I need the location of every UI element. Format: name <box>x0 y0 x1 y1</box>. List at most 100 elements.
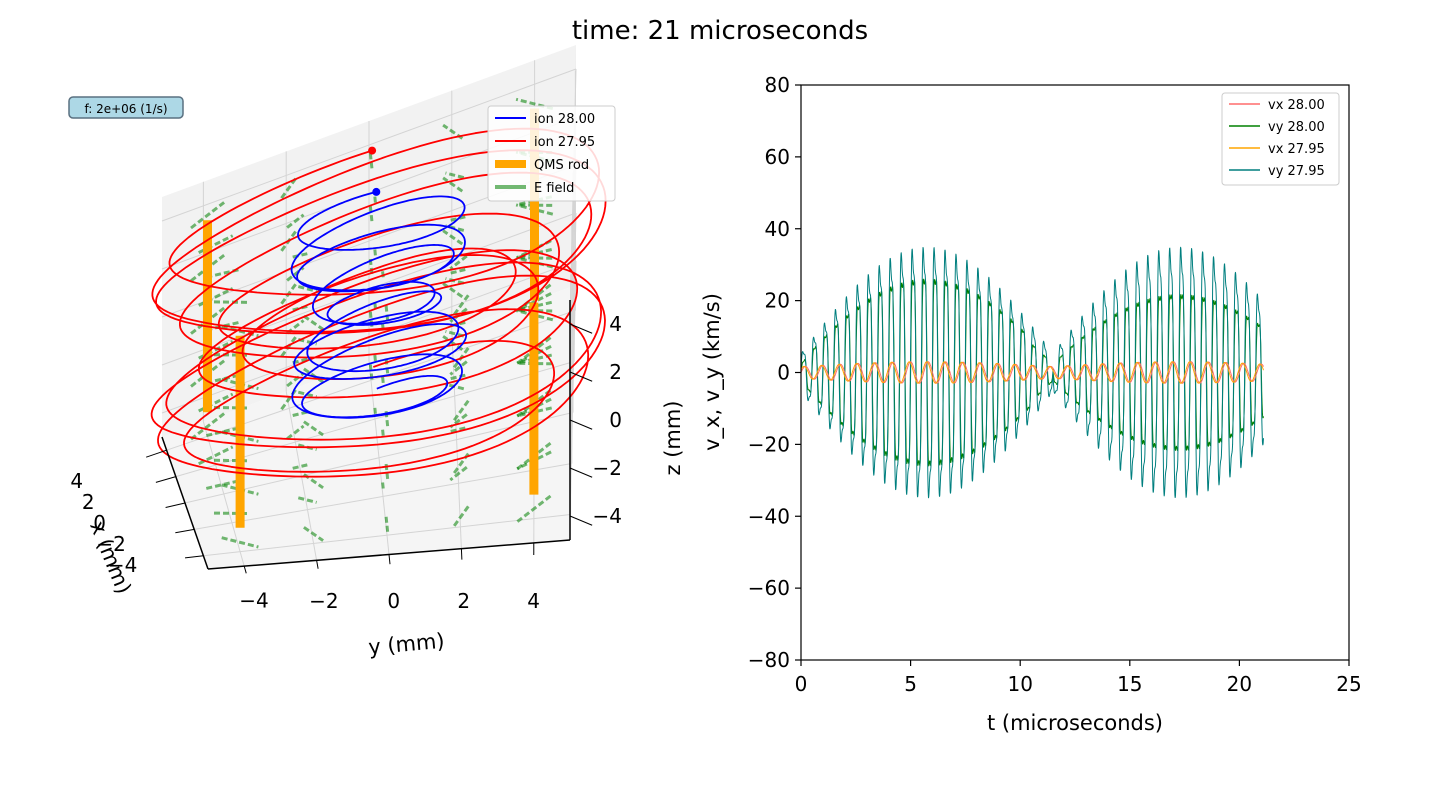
legend-label: vx 28.00 <box>1268 98 1325 113</box>
e-field-vector <box>292 462 311 470</box>
e-field-vector <box>373 404 377 414</box>
e-field-vector <box>445 277 465 285</box>
e-field-vector <box>221 536 259 549</box>
e-field-vector <box>190 412 226 441</box>
e-field-vector <box>292 304 311 312</box>
legend-label: QMS rod <box>534 158 589 173</box>
trajectory-ion-28-00 <box>290 191 468 419</box>
info-box-text: f: 2e+06 (1/s) <box>84 102 167 116</box>
e-field-vector <box>205 478 242 490</box>
ion-marker <box>372 187 381 196</box>
y-tick-mark <box>388 554 391 565</box>
z-tick-label: −2 <box>593 456 622 480</box>
e-field-vector <box>451 505 470 529</box>
e-field-vector <box>447 426 466 434</box>
e-field-vector <box>368 203 374 222</box>
y-tick-label: 2 <box>457 589 470 613</box>
e-field-vector <box>198 234 234 254</box>
e-field-vector <box>381 482 385 492</box>
e-field-vector <box>445 171 465 180</box>
y-tick-label: 40 <box>765 217 790 241</box>
e-field-vector <box>447 373 466 381</box>
e-field-vector <box>198 392 234 413</box>
e-field-vector <box>286 266 305 282</box>
z-tick-mark <box>569 371 593 382</box>
y-tick-label: −60 <box>748 576 790 600</box>
legend-label: E field <box>534 181 574 196</box>
y-tick-mark <box>243 565 247 574</box>
e-field-vector <box>449 466 468 482</box>
e-field-vector <box>303 314 324 331</box>
y-tick-label: −80 <box>748 648 790 672</box>
e-field-vector <box>516 361 553 366</box>
e-field-vector <box>303 526 324 542</box>
x-tick-label: 4 <box>70 469 83 493</box>
e-field-vector <box>198 445 234 466</box>
series-line-vx-27-95 <box>800 361 1264 384</box>
figure-title: time: 21 microseconds <box>572 16 868 46</box>
z-tick-mark <box>569 419 593 430</box>
x-tick-mark <box>145 449 167 458</box>
e-field-vector <box>447 268 466 276</box>
e-field-vector <box>198 287 234 307</box>
z-tick-label: 2 <box>609 360 622 384</box>
x-tick-label: 10 <box>1007 672 1032 696</box>
x-tick-mark <box>175 528 195 534</box>
e-field-vector <box>205 373 242 385</box>
y-tick-mark <box>316 560 319 569</box>
e-field-vector <box>449 254 468 270</box>
e-field-vector <box>292 251 311 259</box>
e-field-vector <box>451 294 470 318</box>
e-field-vector <box>381 429 385 439</box>
e-field-vector <box>442 229 464 246</box>
z-tick-mark <box>569 323 593 334</box>
grid-line <box>161 68 577 222</box>
grid-line <box>451 330 462 549</box>
e-field-vector <box>516 494 552 523</box>
e-field-vector <box>384 358 390 377</box>
e-field-vector <box>445 224 465 232</box>
velocity-ticks: 0 5 10 15 20 25 80 60 40 20 0 −20 −40 −60 −80 <box>748 73 1362 696</box>
e-field-vector <box>205 426 242 438</box>
e-field-vector <box>297 496 317 504</box>
e-field-vector <box>373 352 377 362</box>
z-tick-label: 0 <box>609 408 622 432</box>
e-field-vector <box>205 320 242 332</box>
x-tick-label: 25 <box>1336 672 1361 696</box>
y-tick-label: 60 <box>765 145 790 169</box>
x-tick-label: −2 <box>96 532 125 556</box>
info-box: f: 2e+06 (1/s) <box>68 96 184 119</box>
e-field-vector <box>381 376 385 386</box>
e-field-vector <box>280 386 299 411</box>
x-tick-label: −4 <box>108 553 137 577</box>
x-tick-label: 5 <box>904 672 917 696</box>
e-field-vector <box>213 300 250 304</box>
velocity-lines <box>800 246 1264 499</box>
legend-label: ion 28.00 <box>534 112 595 127</box>
e-field-vector <box>368 256 374 275</box>
velocity-legend: vx 28.00 vy 28.00 vx 27.95 vy 27.95 <box>1221 92 1340 186</box>
series-line-vy-27-95 <box>800 246 1264 499</box>
e-field-vector <box>373 246 377 256</box>
e-field-vector <box>286 372 305 388</box>
x-tick-label: 0 <box>93 511 106 535</box>
e-field-vector <box>447 215 466 223</box>
legend-label: vy 27.95 <box>1268 164 1325 179</box>
x-tick-mark <box>184 555 204 559</box>
z-tick-mark <box>569 467 593 478</box>
e-field-vector <box>384 516 390 535</box>
e-field-vector <box>292 357 311 365</box>
legend-label: vy 28.00 <box>1268 120 1325 135</box>
e-field-vector <box>190 201 226 230</box>
z-tick-label: −4 <box>593 504 622 528</box>
e-field-vector <box>442 176 464 193</box>
y-tick-label: 0 <box>387 589 400 613</box>
e-field-vector <box>286 213 305 229</box>
e-field-vector <box>449 360 468 376</box>
e-field-vector <box>286 424 305 440</box>
y-tick-label: −4 <box>239 589 268 613</box>
x-tick-label: 15 <box>1117 672 1142 696</box>
x-tick-label: 0 <box>795 672 808 696</box>
